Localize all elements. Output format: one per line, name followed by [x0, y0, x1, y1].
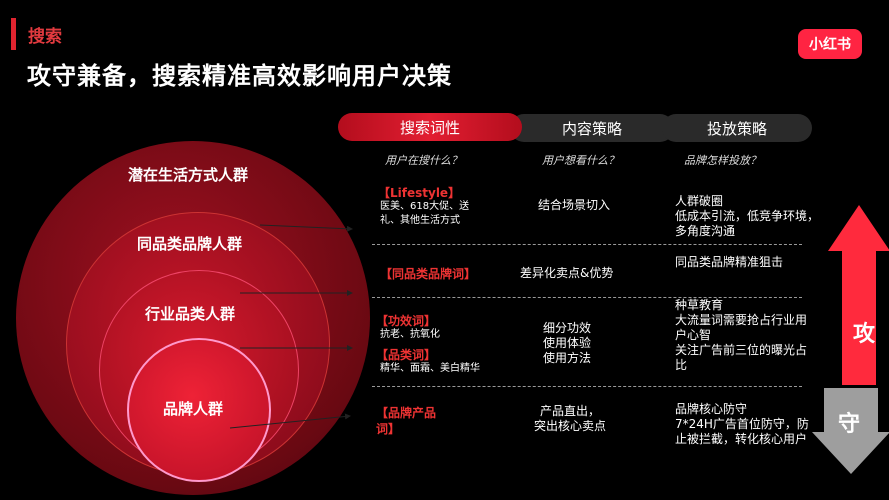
circle-label-lifestyle: 潜在生活方式人群 [128, 166, 249, 184]
question-content: 用户想看什么？ [542, 154, 619, 167]
circle-brand-audience [127, 338, 271, 482]
content-r4: 产品直出， 突出核心卖点 [534, 404, 607, 433]
row-divider [372, 297, 802, 298]
defend-arrow-icon [812, 388, 889, 474]
page-title: 攻守兼备，搜索精准高效影响用户决策 [27, 62, 452, 90]
defend-label: 守 [838, 412, 861, 437]
keyword-category: 【品类词】 [376, 348, 437, 362]
content-r1: 结合场景切入 [538, 198, 611, 212]
circle-label-industry: 行业品类人群 [145, 305, 236, 323]
circle-label-brand: 品牌人群 [163, 400, 224, 418]
tab-search-word-type-label: 搜索词性 [399, 118, 460, 137]
content-r3: 细分功效 使用体验 使用方法 [543, 321, 592, 365]
keyword-brand-product: 【品牌产品 词】 [376, 406, 437, 436]
keyword-efficacy-desc: 抗老、抗氧化 [380, 329, 440, 340]
brand-logo: 小红书 [798, 29, 862, 59]
question-search: 用户在搜什么？ [385, 154, 462, 167]
tab-delivery-strategy: 投放策略 [662, 114, 812, 142]
keyword-lifestyle: 【Lifestyle】 [378, 186, 461, 200]
keyword-lifestyle-desc: 医美、618大促、送 礼、其他生活方式 [380, 201, 470, 226]
attack-arrow-icon [828, 205, 889, 385]
content-r2: 差异化卖点&优势 [520, 266, 614, 280]
row-divider [372, 244, 802, 245]
keyword-efficacy: 【功效词】 [376, 314, 437, 328]
tab-content-strategy-label: 内容策略 [561, 119, 622, 138]
question-delivery: 品牌怎样投放？ [684, 154, 761, 167]
row-divider [372, 386, 802, 387]
keyword-category-desc: 精华、面霜、美白精华 [380, 363, 480, 374]
strategy-r4: 品牌核心防守 7*24H广告首位防守，防 止被拦截，转化核心用户 [675, 402, 809, 446]
circle-label-same-category: 同品类品牌人群 [137, 235, 243, 253]
strategy-r3: 种草教育 大流量词需要抢占行业用 户心智 关注广告前三位的曝光占 比 [675, 298, 808, 372]
strategy-r1: 人群破圈 低成本引流，低竞争环境， 多角度沟通 [675, 194, 820, 238]
strategy-r2: 同品类品牌精准狙击 [675, 255, 784, 269]
keyword-same-category: 【同品类品牌词】 [380, 267, 477, 281]
pointer-lines [229, 224, 353, 429]
section-label: 搜索 [28, 27, 62, 47]
attack-label: 攻 [853, 322, 876, 347]
tab-content-strategy: 内容策略 [510, 114, 674, 142]
tab-search-word-type: 搜索词性 [338, 113, 522, 141]
tab-delivery-strategy-label: 投放策略 [706, 119, 767, 138]
section-accent-bar [11, 18, 16, 50]
